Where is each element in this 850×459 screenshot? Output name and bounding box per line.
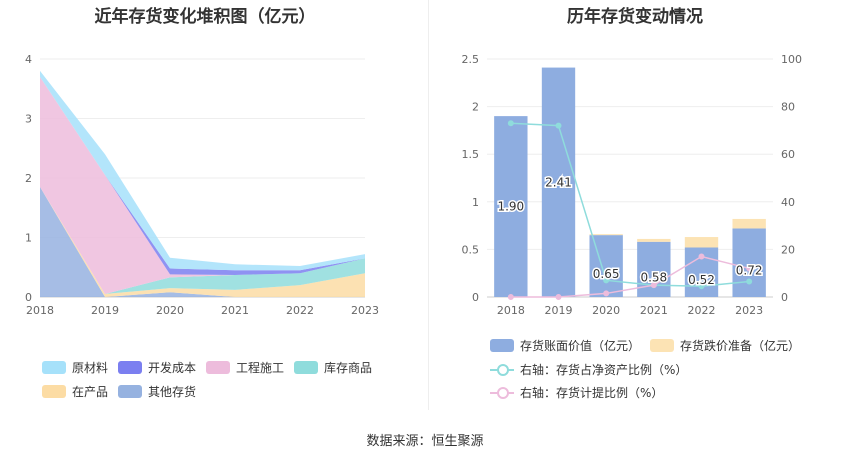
- data-source: 数据来源：恒生聚源: [366, 434, 484, 449]
- bar: [637, 241, 671, 297]
- chart-divider: [428, 0, 429, 410]
- legend-label: 右轴：存货计提比例（%）: [520, 386, 664, 400]
- right-y2-tick-label: 100: [781, 53, 802, 66]
- legend-label: 在产品: [72, 385, 109, 399]
- bar: [732, 228, 766, 297]
- line-point: [555, 294, 562, 300]
- line-point: [507, 294, 514, 300]
- legend-label: 原材料: [72, 361, 109, 375]
- legend-item-provision-ratio[interactable]: 右轴：存货计提比例（%）: [490, 384, 663, 401]
- bar-data-label: 1.90: [497, 200, 524, 214]
- line-point: [650, 282, 657, 289]
- bar-data-label: 0.72: [736, 264, 763, 278]
- legend-line-swatch: [490, 386, 514, 399]
- left-y-tick-label: 2: [25, 172, 32, 185]
- left-x-tick-label: 2023: [351, 304, 379, 317]
- legend-swatch: [490, 339, 514, 352]
- legend-item-ratio-net-assets[interactable]: 右轴：存货占净资产比例（%）: [490, 361, 687, 378]
- legend-label: 存货跌价准备（亿元）: [680, 339, 801, 353]
- legend-swatch: [42, 385, 66, 398]
- line-point: [507, 120, 514, 127]
- right-y2-tick-label: 0: [781, 291, 788, 304]
- legend-swatch: [42, 361, 66, 374]
- right-x-tick-label: 2023: [735, 304, 763, 317]
- bar: [589, 234, 623, 236]
- bar-data-label: 2.41: [545, 175, 572, 189]
- line-series: [510, 255, 750, 298]
- legend-label: 工程施工: [236, 361, 285, 375]
- area-series: [40, 76, 365, 295]
- right-x-tick-label: 2021: [640, 304, 668, 317]
- legend-item-work-in-progress[interactable]: 在产品: [42, 383, 108, 400]
- bar: [637, 238, 671, 242]
- left-x-tick-label: 2019: [91, 304, 119, 317]
- right-y-tick-label: 2.5: [462, 53, 480, 66]
- right-x-tick-label: 2022: [688, 304, 716, 317]
- left-x-tick-label: 2021: [221, 304, 249, 317]
- bar-data-label: 0.52: [688, 273, 715, 287]
- left-y-tick-label: 1: [25, 232, 32, 245]
- right-y-tick-label: 2: [472, 101, 479, 114]
- right-y-tick-label: 1.5: [462, 148, 480, 161]
- left-x-tick-label: 2018: [26, 304, 54, 317]
- legend-item-construction[interactable]: 工程施工: [206, 359, 284, 376]
- right-y2-tick-label: 20: [781, 243, 795, 256]
- right-y2-tick-label: 60: [781, 148, 795, 161]
- area-series: [40, 186, 365, 297]
- right-x-tick-label: 2020: [592, 304, 620, 317]
- bar-data-label: 0.65: [593, 267, 620, 281]
- legend-item-finished-goods[interactable]: 库存商品: [294, 359, 372, 376]
- right-chart-title: 历年存货变动情况: [567, 7, 703, 27]
- legend-label: 存货账面价值（亿元）: [520, 339, 641, 353]
- left-chart-title: 近年存货变化堆积图（亿元）: [94, 7, 316, 27]
- left-x-tick-label: 2022: [286, 304, 314, 317]
- legend-label: 其他存货: [148, 385, 197, 399]
- left-x-tick-label: 2020: [156, 304, 184, 317]
- line-point: [555, 122, 562, 129]
- right-y-tick-label: 0.5: [462, 243, 480, 256]
- bar: [732, 218, 766, 229]
- left-y-tick-label: 3: [25, 113, 32, 126]
- line-point: [603, 277, 610, 284]
- area-series: [40, 186, 365, 297]
- legend-item-book-value[interactable]: 存货账面价值（亿元）: [490, 337, 640, 354]
- legend-line-swatch: [490, 363, 514, 376]
- legend-item-other-inventory[interactable]: 其他存货: [118, 383, 196, 400]
- legend-label: 右轴：存货占净资产比例（%）: [520, 363, 688, 377]
- line-point: [698, 283, 705, 290]
- right-y2-tick-label: 80: [781, 101, 795, 114]
- legend-swatch: [118, 361, 142, 374]
- legend-swatch: [650, 339, 674, 352]
- legend-label: 库存商品: [324, 361, 373, 375]
- right-y-tick-label: 0: [472, 291, 479, 304]
- legend-label: 开发成本: [148, 361, 197, 375]
- line-point: [746, 265, 753, 272]
- area-series: [40, 70, 365, 271]
- right-x-tick-label: 2019: [545, 304, 573, 317]
- bar-data-label: 0.58: [640, 270, 667, 284]
- right-x-tick-label: 2018: [497, 304, 525, 317]
- line-series: [510, 122, 750, 288]
- left-y-tick-label: 0: [25, 291, 32, 304]
- line-point: [746, 278, 753, 285]
- legend-item-raw-materials[interactable]: 原材料: [42, 359, 108, 376]
- bar: [494, 116, 528, 298]
- line-point: [698, 253, 705, 260]
- left-y-tick-label: 4: [25, 53, 32, 66]
- legend-swatch: [294, 361, 318, 374]
- line-point: [603, 290, 610, 297]
- legend-swatch: [118, 385, 142, 398]
- bar: [541, 67, 576, 298]
- right-y2-tick-label: 40: [781, 196, 795, 209]
- right-y-tick-label: 1: [472, 196, 479, 209]
- legend-item-impairment[interactable]: 存货跌价准备（亿元）: [650, 337, 800, 354]
- legend-item-development-cost[interactable]: 开发成本: [118, 359, 196, 376]
- legend-swatch: [206, 361, 230, 374]
- bar: [684, 237, 719, 248]
